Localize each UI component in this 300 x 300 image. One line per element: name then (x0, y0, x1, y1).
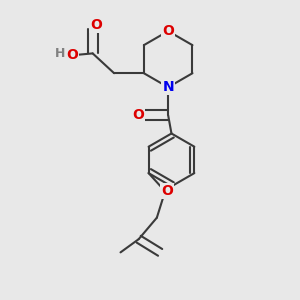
Text: O: O (133, 108, 144, 122)
Text: O: O (162, 24, 174, 38)
Text: N: N (162, 80, 174, 94)
Text: O: O (161, 184, 173, 198)
Text: O: O (66, 48, 78, 62)
Text: H: H (55, 47, 65, 60)
Text: O: O (90, 18, 102, 32)
